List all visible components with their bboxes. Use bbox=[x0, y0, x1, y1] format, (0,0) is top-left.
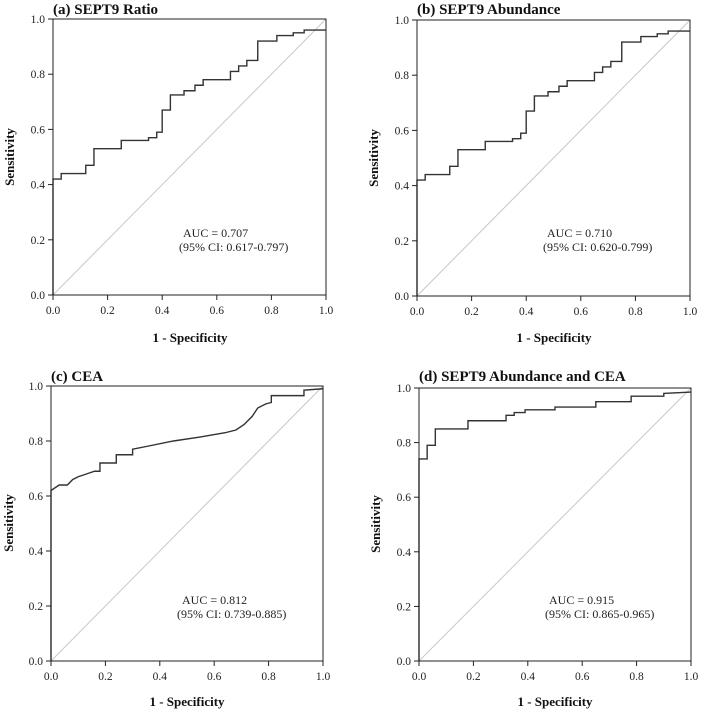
panel-b-annotation: AUC = 0.710 (95% CI: 0.620-0.799) bbox=[543, 226, 652, 254]
panel-a-ylabel: Sensitivity bbox=[2, 128, 17, 186]
x-tick-label: 0.8 bbox=[629, 671, 644, 683]
y-tick-label: 0.6 bbox=[397, 492, 412, 504]
panel-a-xlabel: 1 - Specificity bbox=[152, 330, 228, 345]
roc-curve-line bbox=[52, 29, 326, 295]
plot-frame bbox=[50, 385, 324, 662]
plot-area: 0.00.0 0.2 0.2 0.4 0.4 0.6 0.6 0.8 0.8 1.0 1.0 bbox=[397, 383, 699, 683]
panel-c-xlabel: 1 - Specificity bbox=[149, 694, 225, 709]
y-tick-label: 0.0 bbox=[395, 291, 410, 303]
y-tick-label: 0.2 bbox=[29, 601, 44, 613]
x-tick-label: 0.2 bbox=[466, 671, 481, 683]
x-tick-label: 0.0 bbox=[412, 671, 427, 683]
plot-area: 0.00.0 0.2 0.2 0.4 0.4 0.6 0.6 0.8 0.8 1.0 1.0 bbox=[395, 15, 698, 318]
panel-b-xlabel: 1 - Specificity bbox=[516, 330, 592, 345]
y-tick-label: 0.2 bbox=[397, 601, 412, 613]
y-tick-label: 0.2 bbox=[395, 236, 410, 248]
x-tick-label: 0.2 bbox=[464, 306, 479, 318]
x-tick-label: 0.8 bbox=[261, 671, 276, 683]
plot-frame bbox=[418, 387, 692, 662]
panel-d-annotation: AUC = 0.915 (95% CI: 0.865-0.965) bbox=[545, 593, 654, 621]
x-tick-label: 0.0 bbox=[44, 671, 59, 683]
panel-d-title: (d) SEPT9 Abundance and CEA bbox=[419, 369, 626, 385]
panel-a-ci-label: (95% CI: 0.617-0.797) bbox=[179, 240, 288, 254]
y-tick-label: 0.0 bbox=[29, 656, 44, 668]
roc-curve-line bbox=[418, 391, 692, 661]
x-tick-label: 0.2 bbox=[98, 671, 113, 683]
x-tick-label: 0.2 bbox=[100, 305, 115, 317]
x-tick-label: 0.4 bbox=[155, 305, 170, 317]
y-tick-label: 0.8 bbox=[397, 438, 412, 450]
reference-diagonal-line bbox=[50, 385, 324, 662]
y-tick-label: 0.4 bbox=[29, 546, 44, 558]
panel-a-title: (a) SEPT9 Ratio bbox=[53, 2, 158, 18]
x-tick-label: 0.0 bbox=[46, 305, 61, 317]
y-tick-label: 0.8 bbox=[31, 69, 46, 81]
panel-a-auc-label: AUC = 0.707 bbox=[183, 226, 248, 240]
reference-diagonal-line bbox=[416, 19, 691, 297]
panel-d-ci-label: (95% CI: 0.865-0.965) bbox=[545, 607, 654, 621]
y-tick-label: 0.4 bbox=[31, 180, 46, 192]
y-tick-label: 0.6 bbox=[29, 491, 44, 503]
y-tick-label: 0.4 bbox=[397, 547, 412, 559]
panel-d: (d) SEPT9 Abundance and CEA Sensitivity … bbox=[368, 369, 698, 709]
y-tick-label: 0.2 bbox=[31, 235, 46, 247]
x-tick-label: 0.6 bbox=[575, 671, 590, 683]
reference-diagonal-line bbox=[418, 387, 692, 662]
panel-c-title: (c) CEA bbox=[51, 369, 103, 385]
x-tick-label: 0.6 bbox=[207, 671, 222, 683]
panel-d-ylabel: Sensitivity bbox=[368, 495, 383, 553]
x-tick-label: 0.0 bbox=[410, 306, 425, 318]
x-tick-label: 0.4 bbox=[153, 671, 168, 683]
x-tick-label: 0.6 bbox=[210, 305, 225, 317]
panel-b-ylabel: Sensitivity bbox=[366, 129, 381, 187]
y-tick-label: 0.6 bbox=[395, 125, 410, 137]
x-tick-label: 0.4 bbox=[519, 306, 534, 318]
y-tick-label: 0.6 bbox=[31, 124, 46, 136]
panel-b-title: (b) SEPT9 Abundance bbox=[417, 2, 561, 18]
panel-d-xlabel: 1 - Specificity bbox=[517, 694, 593, 709]
x-tick-label: 1.0 bbox=[683, 306, 698, 318]
panel-c-ylabel: Sensitivity bbox=[1, 494, 16, 552]
y-tick-label: 1.0 bbox=[29, 381, 44, 393]
panel-c-annotation: AUC = 0.812 (95% CI: 0.739-0.885) bbox=[177, 593, 286, 621]
panel-c-auc-label: AUC = 0.812 bbox=[182, 593, 247, 607]
panel-a: (a) SEPT9 Ratio Sensitivity 1 - Specific… bbox=[2, 2, 333, 345]
x-tick-label: 1.0 bbox=[684, 671, 699, 683]
y-tick-label: 0.8 bbox=[29, 436, 44, 448]
panel-d-auc-label: AUC = 0.915 bbox=[549, 593, 614, 607]
x-tick-label: 0.8 bbox=[628, 306, 643, 318]
plot-frame bbox=[416, 19, 691, 297]
y-tick-label: 1.0 bbox=[31, 14, 46, 26]
panel-b-auc-label: AUC = 0.710 bbox=[547, 226, 612, 240]
panel-b: (b) SEPT9 Abundance Sensitivity 1 - Spec… bbox=[366, 2, 697, 345]
panel-c: (c) CEA Sensitivity 1 - Specificity AUC … bbox=[1, 369, 330, 709]
x-tick-label: 0.6 bbox=[574, 306, 589, 318]
roc-curve-line bbox=[50, 388, 324, 661]
plot-area: 0.00.0 0.2 0.2 0.4 0.4 0.6 0.6 0.8 0.8 1.0 1.0 bbox=[29, 381, 331, 683]
x-tick-label: 1.0 bbox=[319, 305, 334, 317]
reference-diagonal-line bbox=[52, 18, 327, 296]
roc-curve-line bbox=[416, 30, 690, 296]
y-tick-label: 1.0 bbox=[397, 383, 412, 395]
panel-b-ci-label: (95% CI: 0.620-0.799) bbox=[543, 240, 652, 254]
plot-frame bbox=[52, 18, 327, 296]
panel-a-annotation: AUC = 0.707 (95% CI: 0.617-0.797) bbox=[179, 226, 288, 254]
y-tick-label: 0.8 bbox=[395, 70, 410, 82]
x-tick-label: 0.8 bbox=[264, 305, 279, 317]
y-tick-label: 0.0 bbox=[397, 656, 412, 668]
panel-c-ci-label: (95% CI: 0.739-0.885) bbox=[177, 607, 286, 621]
y-tick-label: 0.4 bbox=[395, 181, 410, 193]
plot-area: 0.00.0 0.2 0.2 0.4 0.4 0.6 0.6 0.8 0.8 1.0 1.0 bbox=[31, 14, 334, 317]
x-tick-label: 1.0 bbox=[316, 671, 331, 683]
y-tick-label: 0.0 bbox=[31, 290, 46, 302]
x-tick-label: 0.4 bbox=[521, 671, 536, 683]
y-tick-label: 1.0 bbox=[395, 15, 410, 27]
